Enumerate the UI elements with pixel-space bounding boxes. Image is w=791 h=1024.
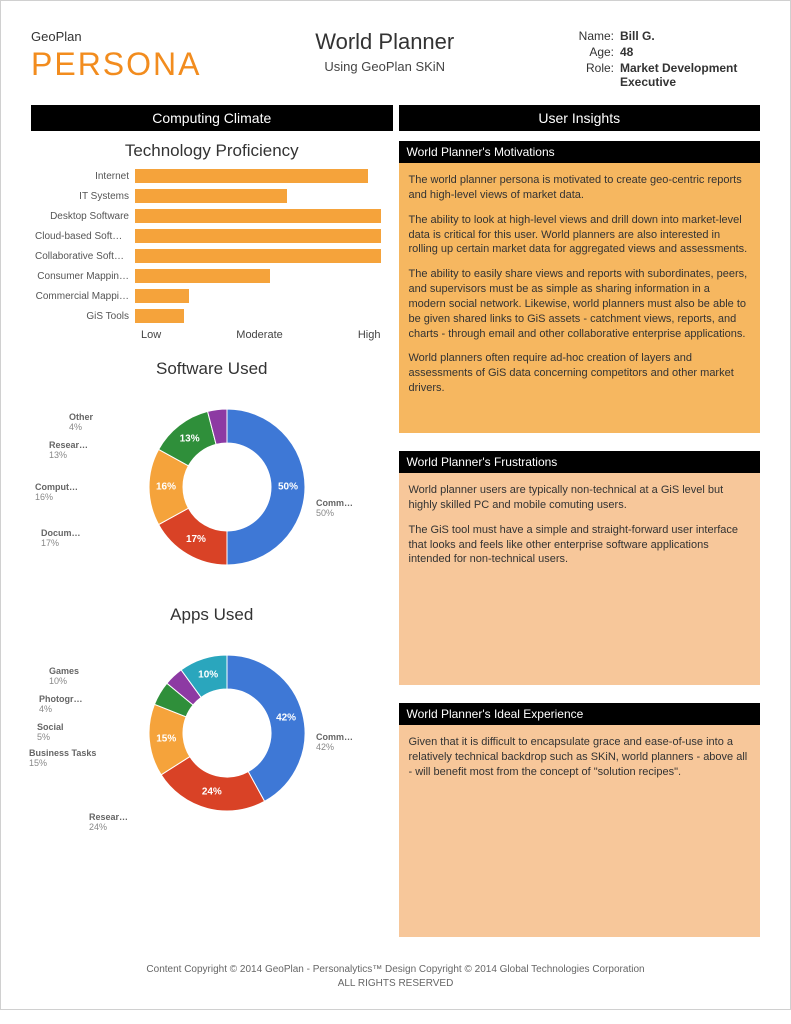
- bar-track: [135, 209, 381, 223]
- page-subtitle: Using GeoPlan SKiN: [201, 59, 568, 74]
- donut-ext-label: Comput…16%: [35, 483, 78, 503]
- meta-label-role: Role:: [568, 61, 614, 89]
- section-header-left: Computing Climate: [31, 105, 393, 131]
- meta-age: 48: [620, 45, 633, 59]
- bar-fill: [135, 309, 184, 323]
- persona-meta: Name: Bill G. Age: 48 Role:Market Developm…: [568, 29, 760, 91]
- section-headers: Computing Climate User Insights: [31, 105, 760, 131]
- bar-row: Commercial Mappi…: [35, 289, 381, 303]
- main-columns: Technology Proficiency Internet IT System…: [31, 141, 760, 937]
- meta-role: Market Development Executive: [620, 61, 760, 89]
- bar-fill: [135, 189, 287, 203]
- donut-ext-label: Resear…13%: [49, 441, 88, 461]
- bar-fill: [135, 249, 381, 263]
- bar-track: [135, 189, 381, 203]
- insight-paragraph: World planner users are typically non-te…: [409, 483, 751, 513]
- donut-ext-label: Comm…50%: [316, 499, 353, 519]
- footer: Content Copyright © 2014 GeoPlan - Perso…: [31, 963, 760, 991]
- donut-ext-label: Resear…24%: [89, 813, 128, 833]
- insight-body: Given that it is difficult to encapsulat…: [399, 725, 761, 937]
- bar-row: Internet: [35, 169, 381, 183]
- insight-title: World Planner's Frustrations: [399, 451, 761, 473]
- bar-row: GiS Tools: [35, 309, 381, 323]
- insight-paragraph: World planners often require ad-hoc crea…: [409, 351, 751, 396]
- section-header-right: User Insights: [399, 105, 761, 131]
- donut-ext-label: Other4%: [69, 413, 93, 433]
- donut2-body: 42%24%15%10%Comm…42%Resear…24%Business T…: [31, 633, 393, 833]
- bar-chart-body: Internet IT Systems Desktop Software Cloud-…: [31, 169, 393, 341]
- bar-axis-label: Moderate: [236, 329, 282, 341]
- donut1-title: Software Used: [31, 359, 393, 379]
- insight-paragraph: The world planner persona is motivated t…: [409, 173, 751, 203]
- title-block: World Planner Using GeoPlan SKiN: [201, 29, 568, 91]
- meta-name: Bill G.: [620, 29, 655, 43]
- insight-panel: World Planner's Motivations The world pla…: [399, 141, 761, 433]
- bar-track: [135, 249, 381, 263]
- bar-label: Internet: [35, 171, 135, 182]
- insight-paragraph: The ability to easily share views and re…: [409, 267, 751, 341]
- bar-fill: [135, 169, 368, 183]
- bar-fill: [135, 269, 270, 283]
- footer-rights: ALL RIGHTS RESERVED: [31, 977, 760, 991]
- right-column: World Planner's Motivations The world pla…: [399, 141, 761, 937]
- insight-panel: World Planner's Ideal Experience Given th…: [399, 703, 761, 937]
- bar-label: Collaborative Softw…: [35, 251, 135, 262]
- software-used-chart: Software Used 50%17%16%13%Comm…50%Docum……: [31, 359, 393, 587]
- bar-label: Consumer Mappin…: [35, 271, 135, 282]
- bar-track: [135, 169, 381, 183]
- donut1-body: 50%17%16%13%Comm…50%Docum…17%Comput…16%R…: [31, 387, 393, 587]
- insight-paragraph: Given that it is difficult to encapsulat…: [409, 735, 751, 780]
- bar-label: GiS Tools: [35, 311, 135, 322]
- meta-label-age: Age:: [568, 45, 614, 59]
- bar-track: [135, 289, 381, 303]
- meta-label-name: Name:: [568, 29, 614, 43]
- bar-row: Cloud-based Softw…: [35, 229, 381, 243]
- bar-axis-label: High: [358, 329, 381, 341]
- insight-paragraph: The ability to look at high-level views …: [409, 213, 751, 258]
- insight-title: World Planner's Motivations: [399, 141, 761, 163]
- bar-row: Desktop Software: [35, 209, 381, 223]
- bar-fill: [135, 289, 189, 303]
- bar-label: Commercial Mappi…: [35, 291, 135, 302]
- bar-axis: Low Moderate High: [141, 329, 381, 341]
- bar-label: Cloud-based Softw…: [35, 231, 135, 242]
- tech-proficiency-chart: Technology Proficiency Internet IT System…: [31, 141, 393, 341]
- insight-title: World Planner's Ideal Experience: [399, 703, 761, 725]
- insight-body: The world planner persona is motivated t…: [399, 163, 761, 433]
- donut-ext-label: Business Tasks15%: [29, 749, 96, 769]
- bar-chart-title: Technology Proficiency: [31, 141, 393, 161]
- header: GeoPlan PERSONA World Planner Using GeoP…: [31, 29, 760, 91]
- insight-panel: World Planner's Frustrations World planne…: [399, 451, 761, 685]
- left-column: Technology Proficiency Internet IT System…: [31, 141, 393, 937]
- bar-label: Desktop Software: [35, 211, 135, 222]
- bar-fill: [135, 209, 381, 223]
- apps-used-chart: Apps Used 42%24%15%10%Comm…42%Resear…24%…: [31, 605, 393, 833]
- brand-small: GeoPlan: [31, 29, 201, 44]
- donut-labels: Comm…50% Docum…17% Comput…16% Resear…13% Oth…: [31, 387, 351, 587]
- donut-ext-label: Comm…42%: [316, 733, 353, 753]
- donut-labels: Comm…42% Resear…24% Business Tasks15% Socia…: [31, 633, 351, 833]
- insight-paragraph: The GiS tool must have a simple and stra…: [409, 523, 751, 568]
- donut-ext-label: Social5%: [37, 723, 64, 743]
- bar-row: Consumer Mappin…: [35, 269, 381, 283]
- donut-ext-label: Games10%: [49, 667, 79, 687]
- bar-row: Collaborative Softw…: [35, 249, 381, 263]
- brand-block: GeoPlan PERSONA: [31, 29, 201, 91]
- bar-axis-label: Low: [141, 329, 161, 341]
- bar-label: IT Systems: [35, 191, 135, 202]
- bar-track: [135, 269, 381, 283]
- donut2-title: Apps Used: [31, 605, 393, 625]
- brand-large: PERSONA: [31, 46, 201, 83]
- donut-ext-label: Photogr…4%: [39, 695, 83, 715]
- bar-row: IT Systems: [35, 189, 381, 203]
- footer-copyright: Content Copyright © 2014 GeoPlan - Perso…: [31, 963, 760, 977]
- insight-body: World planner users are typically non-te…: [399, 473, 761, 685]
- bar-fill: [135, 229, 381, 243]
- page-title: World Planner: [201, 29, 568, 55]
- bar-track: [135, 229, 381, 243]
- donut-ext-label: Docum…17%: [41, 529, 81, 549]
- bar-track: [135, 309, 381, 323]
